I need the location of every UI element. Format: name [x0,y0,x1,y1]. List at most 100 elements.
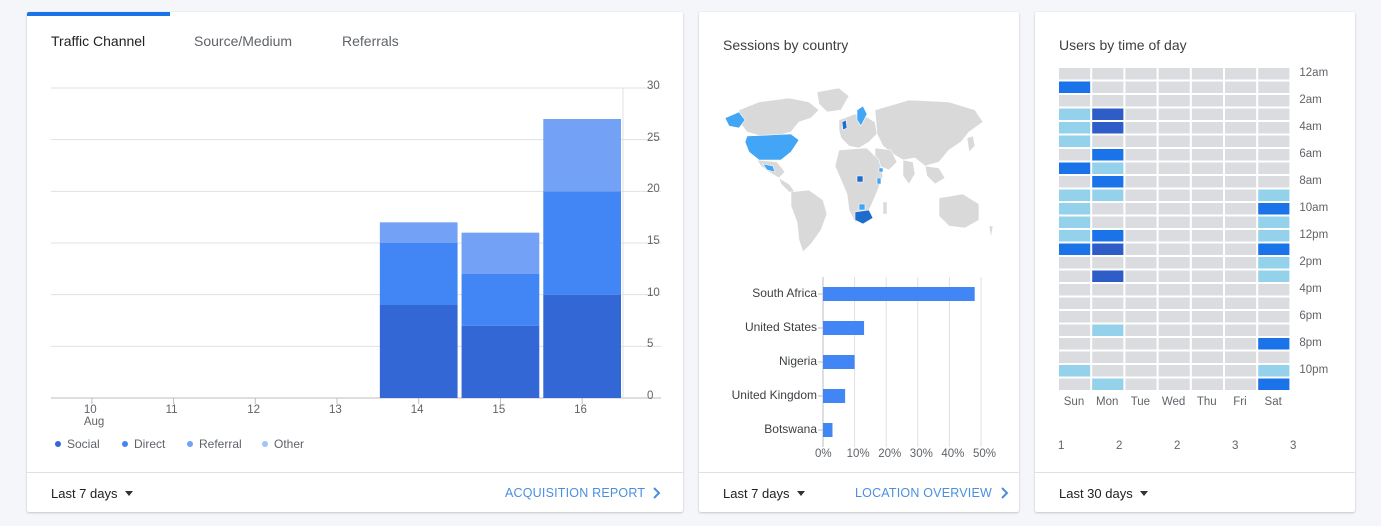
x-tick-label: 11 [165,404,178,416]
heatmap-cell [1059,108,1091,120]
heatmap-cell [1225,149,1257,161]
heatmap-cell [1258,162,1290,174]
heatmap-cell [1059,135,1091,147]
map-mexico-highlight [762,163,776,173]
day-label: Tue [1130,396,1151,408]
y-tick-label: 0 [647,390,654,402]
heatmap-cell [1258,324,1290,336]
heatmap-cell [1258,230,1290,242]
heatmap-cell [1158,95,1190,107]
heatmap-cell [1125,351,1157,363]
date-range-dropdown[interactable]: Last 7 days [51,486,133,501]
x-tick-label: 12 [247,404,261,416]
y-tick-label: 30 [647,80,660,92]
heatmap-cell [1092,108,1124,120]
heatmap-cell [1258,149,1290,161]
day-label: Thu [1196,396,1217,408]
country-bar [823,287,975,301]
heatmap-cell [1092,270,1124,282]
day-label: Wed [1161,396,1186,408]
hour-label: 2am [1299,94,1322,106]
world-map [724,87,994,253]
heatmap-cell [1191,81,1223,93]
heatmap-cell [1158,284,1190,296]
date-range-dropdown[interactable]: Last 30 days [1059,486,1148,501]
country-label: Nigeria [778,354,817,368]
users-by-time-card: Users by time of day 12am 2am 4am 6am 8am 10a… [1035,12,1355,512]
heatmap-cell [1158,203,1190,215]
heatmap-legend-label: 2 [1174,440,1181,452]
location-overview-link[interactable]: LOCATION OVERVIEW [855,486,992,500]
tab-referrals[interactable]: Referrals [342,33,399,49]
card-title: Users by time of day [1059,37,1187,53]
x-tick-label: 0% [815,448,832,460]
heatmap-cell [1258,365,1290,377]
map-central-america [778,177,796,193]
heatmap-cell [1092,68,1124,80]
heatmap-cell [1092,243,1124,255]
map-kenya [876,177,882,185]
country-label: South Africa [752,286,817,300]
heatmap-cell [1059,297,1091,309]
x-tick-label: 16 [574,404,587,416]
heatmap-cell [1191,162,1223,174]
tab-traffic-channel[interactable]: Traffic Channel [51,33,146,49]
card-title: Sessions by country [723,37,849,53]
heatmap-cell [1225,311,1257,323]
heatmap-cell [1059,81,1091,93]
heatmap-cell [1092,216,1124,228]
heatmap-cell [1258,351,1290,363]
heatmap-cell [1092,311,1124,323]
heatmap-cell [1125,284,1157,296]
heatmap-cell [1158,135,1190,147]
heatmap-cell [1191,108,1223,120]
heatmap-cell [1092,351,1124,363]
hour-label: 6pm [1299,310,1322,322]
country-label: United States [744,320,817,334]
heatmap-cell [1258,122,1290,134]
date-range-dropdown[interactable]: Last 7 days [723,486,805,501]
hour-label: 6am [1299,148,1322,160]
sessions-by-country-chart [818,277,982,447]
day-label: Sat [1264,396,1282,408]
map-botswana [858,203,866,211]
bar-segment-social [461,325,540,398]
legend-social-dot [55,441,61,447]
heatmap-cell [1225,257,1257,269]
heatmap-cell [1225,95,1257,107]
heatmap-cell [1258,81,1290,93]
heatmap-cell [1059,216,1091,228]
heatmap-cell [1191,270,1223,282]
heatmap-cell [1125,216,1157,228]
legend-social: Social [55,437,100,451]
legend-referral-dot [187,441,193,447]
heatmap-cell [1092,122,1124,134]
heatmap-cell [1225,108,1257,120]
traffic-channel-chart [51,87,661,404]
heatmap-cell [1125,81,1157,93]
heatmap-cell [1191,351,1223,363]
chevron-right-icon[interactable] [650,486,664,500]
legend-other-label: Other [274,437,305,451]
heatmap-cell [1158,189,1190,201]
chevron-right-icon[interactable] [998,486,1012,500]
heatmap-cell [1191,176,1223,188]
heatmap-cell [1059,149,1091,161]
heatmap-cell [1092,162,1124,174]
hour-label: 12am [1299,67,1329,79]
heatmap-cell [1125,162,1157,174]
heatmap-cell [1225,68,1257,80]
bar-segment-referral [543,119,621,192]
y-tick-label: 15 [647,235,660,247]
hour-label: 8am [1299,175,1322,187]
y-tick-label: 20 [647,183,660,196]
heatmap-cell [1191,135,1223,147]
heatmap-cell [1125,68,1157,80]
heatmap-cell [1092,297,1124,309]
heatmap-cell [1158,365,1190,377]
acquisition-report-link[interactable]: ACQUISITION REPORT [505,486,646,500]
heatmap-cell [1225,135,1257,147]
tab-source-medium[interactable]: Source/Medium [194,33,293,49]
legend-direct-dot [122,441,128,447]
heatmap-cell [1258,243,1290,255]
